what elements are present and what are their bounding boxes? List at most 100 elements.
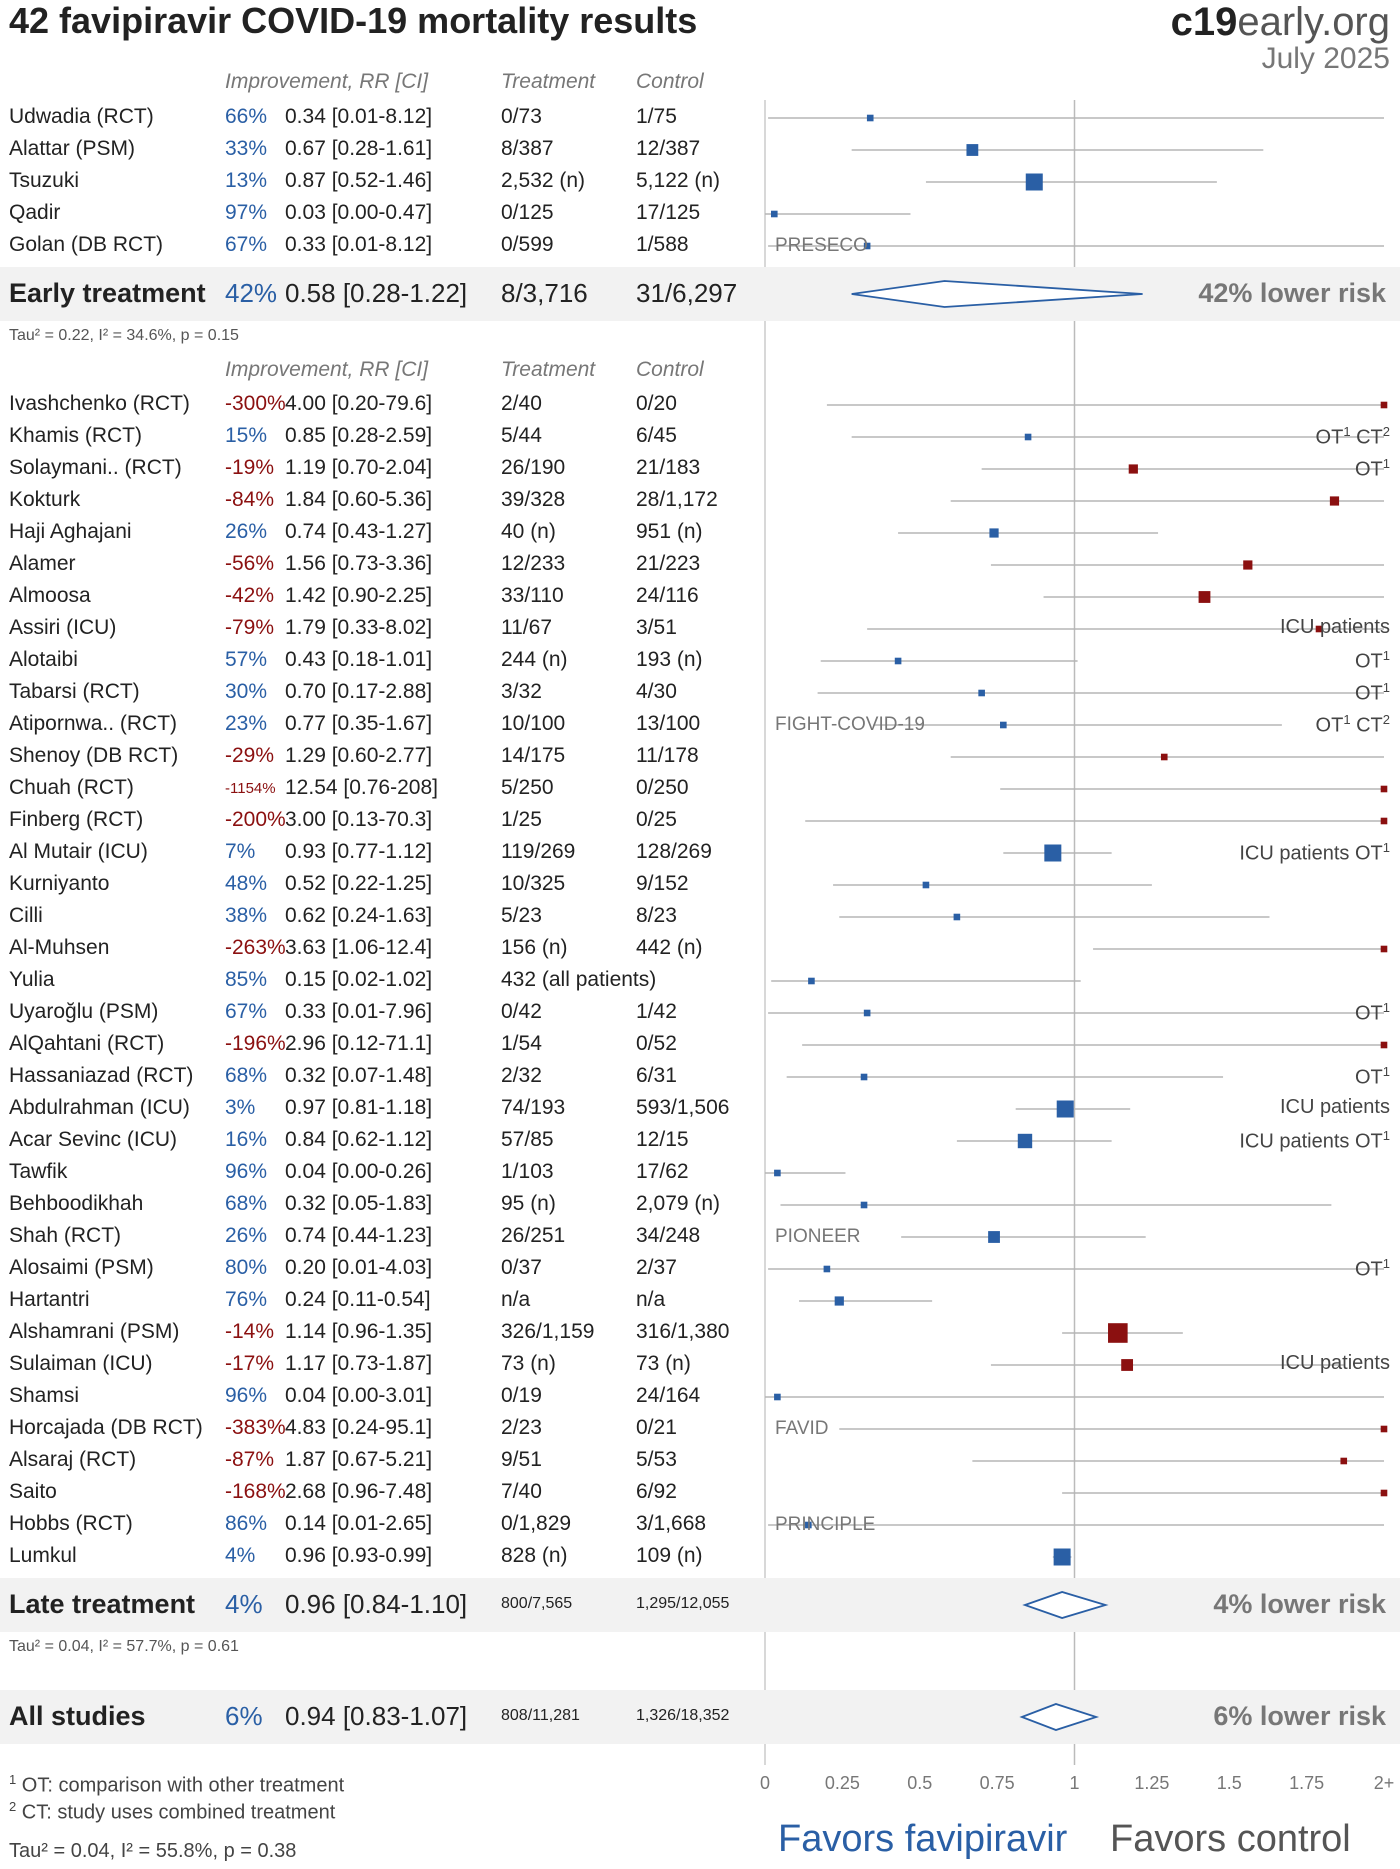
study-name: Al-Muhsen — [9, 936, 110, 959]
study-improvement: 4% — [225, 1544, 256, 1567]
study-improvement: 48% — [225, 872, 268, 895]
study-treatment: 1/25 — [501, 808, 542, 831]
point-estimate — [988, 1231, 1000, 1243]
study-treatment: 326/1,159 — [501, 1320, 595, 1343]
study-control: 5/53 — [636, 1448, 677, 1471]
study-control: 0/52 — [636, 1032, 677, 1055]
study-rr: 0.20 [0.01-4.03] — [285, 1256, 433, 1279]
study-control: 6/45 — [636, 424, 677, 447]
early-heterogeneity: Tau² = 0.22, I² = 34.6%, p = 0.15 — [9, 327, 239, 344]
page-title: 42 favipiravir COVID-19 mortality result… — [9, 0, 698, 41]
study-name: Qadir — [9, 201, 61, 224]
x-tick-label: 1 — [1069, 1773, 1080, 1793]
study-name: Alosaimi (PSM) — [9, 1256, 154, 1279]
late-summary-lower-risk: 4% lower risk — [1213, 1589, 1386, 1619]
study-rr: 0.24 [0.11-0.54] — [285, 1288, 431, 1311]
study-rr: 1.14 [0.96-1.35] — [285, 1320, 433, 1343]
study-treatment: 0/125 — [501, 201, 554, 224]
study-note: OT1 — [1354, 1000, 1390, 1025]
study-control: 17/125 — [636, 201, 701, 224]
study-improvement: -17% — [225, 1352, 275, 1375]
study-name: Chuah (RCT) — [9, 776, 134, 799]
point-estimate — [863, 1009, 871, 1017]
study-improvement: 23% — [225, 712, 268, 735]
study-control: 28/1,172 — [636, 488, 718, 511]
study-rr: 0.03 [0.00-0.47] — [285, 201, 433, 224]
study-improvement: 15% — [225, 424, 268, 447]
study-improvement: 57% — [225, 648, 268, 671]
late-summary-rr: 0.96 [0.84-1.10] — [285, 1589, 468, 1619]
study-improvement: 68% — [225, 1192, 268, 1215]
study-control: 17/62 — [636, 1160, 689, 1183]
early-summary-control: 31/6,297 — [636, 278, 738, 308]
study-treatment: 432 (all patients) — [501, 968, 657, 991]
study-rr: 0.04 [0.00-0.26] — [285, 1160, 433, 1183]
study-rr: 0.67 [0.28-1.61] — [285, 137, 433, 160]
late-heterogeneity: Tau² = 0.04, I² = 57.7%, p = 0.61 — [9, 1638, 239, 1655]
study-rr: 2.96 [0.12-71.1] — [285, 1032, 433, 1055]
study-control: 442 (n) — [636, 936, 703, 959]
late-summary-improvement: 4% — [225, 1589, 263, 1619]
study-control: 316/1,380 — [636, 1320, 730, 1343]
study-control: 34/248 — [636, 1224, 701, 1247]
study-improvement: 80% — [225, 1256, 268, 1279]
point-estimate — [978, 689, 985, 697]
study-control: 3/1,668 — [636, 1512, 707, 1535]
study-control: 0/21 — [636, 1416, 677, 1439]
study-improvement: 13% — [225, 169, 268, 192]
study-improvement: 96% — [225, 1384, 268, 1407]
study-note: OT1 — [1354, 680, 1390, 705]
study-name: Tsuzuki — [9, 169, 80, 192]
study-control: 2,079 (n) — [636, 1192, 721, 1215]
study-treatment: 0/42 — [501, 1000, 542, 1023]
point-estimate — [1329, 496, 1340, 506]
study-improvement: -200% — [225, 808, 286, 831]
study-improvement: 97% — [225, 201, 268, 224]
study-control: 1/75 — [636, 105, 677, 128]
study-rr: 1.56 [0.73-3.36] — [285, 552, 433, 575]
study-name: Yulia — [9, 968, 55, 991]
study-improvement: 67% — [225, 1000, 268, 1023]
study-treatment: 57/85 — [501, 1128, 554, 1151]
study-name: Alamer — [9, 552, 76, 575]
point-estimate — [1380, 785, 1388, 793]
study-name: Shamsi — [9, 1384, 80, 1407]
study-improvement: -79% — [225, 616, 275, 639]
study-name: Solaymani.. (RCT) — [9, 456, 182, 479]
study-name: Hassaniazad (RCT) — [9, 1064, 194, 1087]
study-control: 6/31 — [636, 1064, 677, 1087]
study-control: 2/37 — [636, 1256, 677, 1279]
summary-diamond — [1022, 1591, 1109, 1619]
point-estimate — [860, 1073, 868, 1081]
study-rr: 0.70 [0.17-2.88] — [285, 680, 433, 703]
point-estimate — [805, 1521, 812, 1529]
study-improvement: -14% — [225, 1320, 275, 1343]
point-estimate — [774, 1393, 781, 1401]
study-note: OT1 — [1354, 1064, 1390, 1089]
study-control: 5,122 (n) — [636, 169, 721, 192]
study-note: ICU patients OT1 — [1239, 1128, 1390, 1153]
footnote: 1 OT: comparison with other treatment — [9, 1772, 345, 1797]
study-rr: 1.87 [0.67-5.21] — [285, 1448, 433, 1471]
study-improvement: 26% — [225, 1224, 268, 1247]
point-estimate — [1044, 844, 1062, 862]
study-treatment: 156 (n) — [501, 936, 568, 959]
summary-diamond — [1019, 1703, 1100, 1731]
study-name: Kokturk — [9, 488, 81, 511]
study-control: 4/30 — [636, 680, 677, 703]
point-estimate — [1340, 1457, 1348, 1465]
study-treatment: 0/73 — [501, 105, 542, 128]
site-logo[interactable]: c19early.org — [1171, 0, 1390, 45]
early-summary-treatment: 8/3,716 — [501, 278, 588, 308]
point-estimate — [1380, 817, 1388, 825]
study-treatment: 5/250 — [501, 776, 554, 799]
study-rr: 0.93 [0.77-1.12] — [285, 840, 433, 863]
study-rr: 0.32 [0.05-1.83] — [285, 1192, 433, 1215]
study-improvement: 33% — [225, 137, 268, 160]
study-rr: 1.17 [0.73-1.87] — [285, 1352, 433, 1375]
study-control: 6/92 — [636, 1480, 677, 1503]
summary-diamond — [851, 280, 1143, 308]
study-improvement: -87% — [225, 1448, 275, 1471]
study-note: ICU patients — [1279, 1352, 1390, 1374]
